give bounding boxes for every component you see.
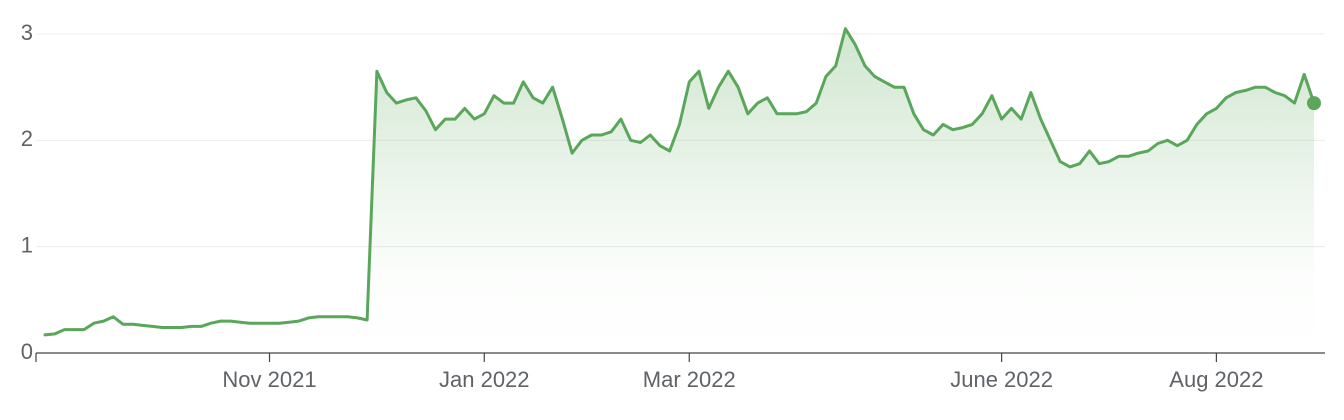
y-tick-label: 2 <box>21 126 33 151</box>
last-point <box>1307 96 1321 111</box>
y-tick-label: 1 <box>21 232 33 257</box>
x-tick-label: June 2022 <box>950 367 1053 392</box>
y-tick-label: 3 <box>21 20 33 45</box>
area <box>45 28 1314 353</box>
x-tick-label: Mar 2022 <box>643 367 736 392</box>
x-tick-label: Aug 2022 <box>1169 367 1263 392</box>
y-tick-label: 0 <box>21 339 33 364</box>
x-tick-label: Nov 2021 <box>222 367 316 392</box>
x-tick-label: Jan 2022 <box>439 367 530 392</box>
line <box>43 27 1316 337</box>
